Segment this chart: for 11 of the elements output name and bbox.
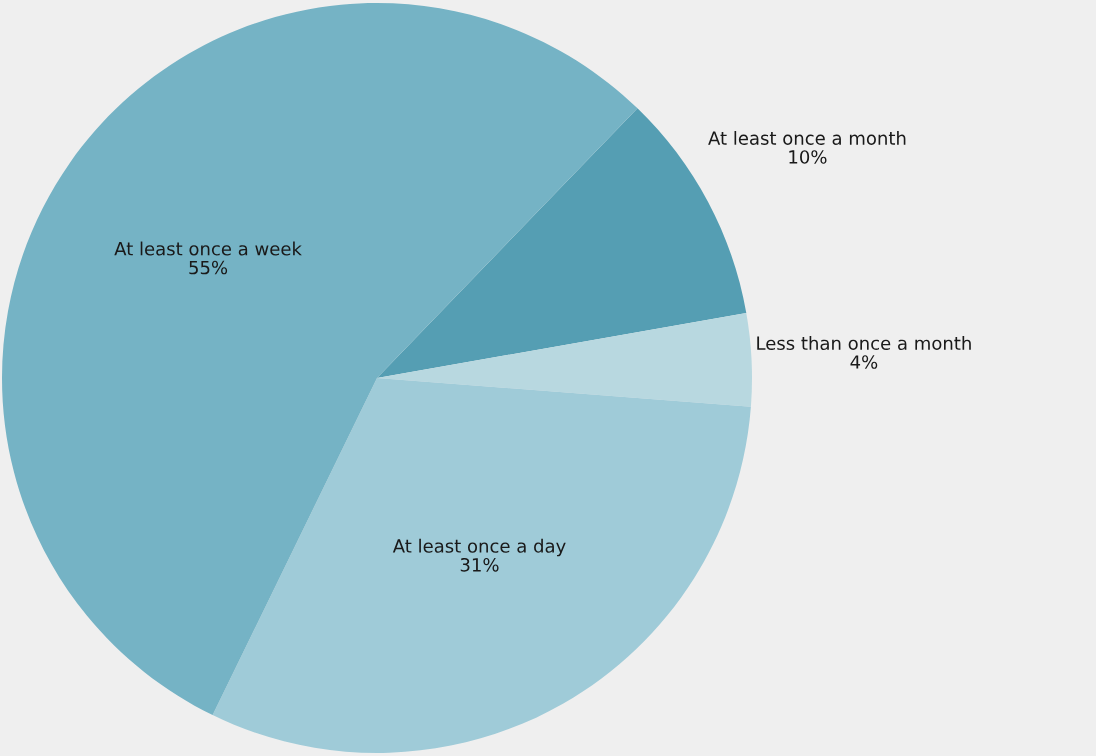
- data-label: 55%: [189, 260, 228, 275]
- data-label: 31%: [460, 557, 499, 572]
- data-label: 10%: [789, 150, 827, 164]
- pie-slice: [212, 378, 751, 753]
- slice-label: At least once a week: [114, 241, 302, 256]
- slice-label: Less than once a month: [757, 336, 971, 350]
- pie-slice: [2, 3, 638, 716]
- pie-slice: [377, 312, 752, 407]
- data-label: 4%: [850, 355, 878, 369]
- slice-label: At least once a day: [392, 538, 566, 557]
- slice-label: At least once a month: [708, 130, 906, 145]
